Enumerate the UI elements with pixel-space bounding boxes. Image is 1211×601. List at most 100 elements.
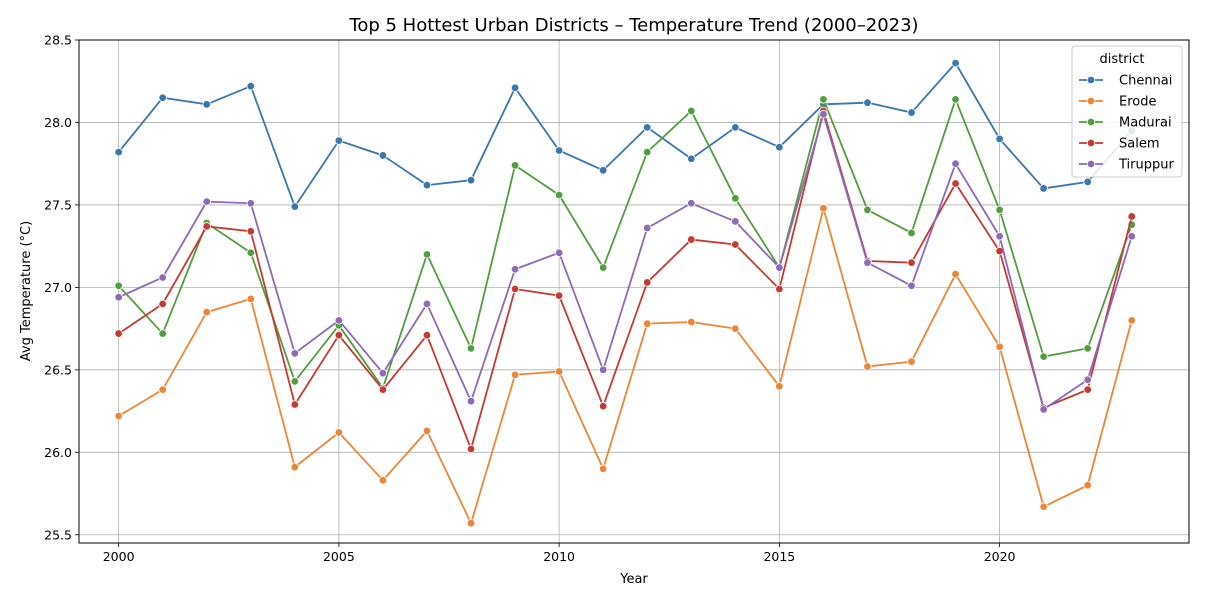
- data-point: [202, 197, 211, 206]
- legend-title: district: [1100, 52, 1145, 67]
- data-point: [907, 108, 916, 117]
- data-point: [1083, 177, 1092, 187]
- legend-marker-icon: [1086, 138, 1096, 148]
- data-point: [158, 93, 167, 102]
- series-salem: [114, 106, 1136, 454]
- data-point: [246, 248, 255, 257]
- data-point: [466, 344, 476, 353]
- data-point: [775, 142, 784, 152]
- data-point: [422, 426, 432, 436]
- x-tick-label: 2005: [323, 549, 355, 564]
- data-point: [995, 232, 1004, 241]
- y-tick-label: 26.0: [44, 445, 72, 460]
- data-point: [466, 444, 476, 454]
- data-point: [554, 146, 564, 155]
- data-point: [731, 194, 740, 203]
- data-point: [334, 428, 344, 437]
- series-line: [117, 98, 1133, 389]
- data-point: [246, 199, 255, 208]
- x-axis-label: Year: [619, 572, 648, 587]
- data-point: [775, 382, 784, 391]
- data-point: [731, 240, 740, 249]
- data-point: [863, 258, 872, 267]
- legend-marker-icon: [1086, 75, 1096, 85]
- data-point: [158, 273, 167, 282]
- data-point: [114, 281, 123, 290]
- data-point: [731, 324, 740, 333]
- data-point: [290, 462, 300, 472]
- data-point: [598, 263, 608, 272]
- data-point: [643, 123, 652, 132]
- legend-label: Salem: [1119, 137, 1160, 152]
- data-point: [290, 400, 300, 409]
- legend-items: Chennai Erode Madurai Salem Tiruppur: [1079, 74, 1174, 173]
- data-point: [158, 299, 167, 309]
- data-point: [422, 299, 432, 309]
- data-point: [907, 357, 916, 366]
- data-point: [466, 396, 476, 406]
- data-point: [1083, 385, 1092, 394]
- data-point: [246, 294, 255, 304]
- y-axis-label: Avg Temperature (°C): [19, 221, 34, 361]
- legend-marker-icon: [1086, 96, 1096, 106]
- data-point: [1039, 184, 1048, 193]
- data-point: [114, 293, 123, 302]
- legend-label: Chennai: [1119, 74, 1172, 89]
- y-tick-label: 28.5: [44, 33, 72, 48]
- data-point: [554, 248, 564, 257]
- data-point: [1083, 481, 1092, 490]
- data-point: [510, 161, 520, 170]
- series-erode: [114, 204, 1136, 528]
- plot-frame: [78, 39, 1190, 544]
- data-point: [907, 281, 916, 290]
- data-point: [1039, 352, 1048, 361]
- data-point: [598, 464, 608, 473]
- legend-marker-icon: [1086, 117, 1096, 127]
- legend-label: Tiruppur: [1118, 158, 1174, 173]
- data-point: [598, 401, 608, 411]
- data-point: [819, 110, 828, 119]
- data-point: [1127, 232, 1136, 241]
- data-point: [290, 349, 300, 358]
- legend-label: Erode: [1119, 95, 1156, 110]
- data-point: [907, 228, 916, 238]
- data-point: [731, 123, 740, 132]
- data-point: [687, 199, 696, 208]
- data-point: [554, 291, 564, 300]
- data-point: [1127, 212, 1136, 221]
- data-point: [378, 368, 388, 378]
- data-point: [775, 284, 784, 294]
- data-point: [687, 106, 696, 116]
- data-point: [995, 342, 1004, 351]
- legend-marker-icon: [1086, 159, 1096, 169]
- series-tiruppur: [114, 110, 1136, 414]
- data-point: [114, 147, 123, 157]
- data-point: [202, 222, 211, 231]
- data-point: [819, 95, 828, 104]
- data-point: [951, 269, 960, 279]
- data-point: [1083, 375, 1092, 384]
- legend-item-tiruppur: Tiruppur: [1079, 158, 1174, 173]
- series-line: [117, 62, 1133, 208]
- data-point: [290, 377, 300, 386]
- y-tick-label: 27.5: [44, 197, 72, 212]
- data-point: [334, 136, 344, 145]
- data-point: [951, 95, 960, 104]
- grid: [79, 39, 1189, 543]
- data-point: [334, 316, 344, 325]
- axis-ticks: 2000 2005 2010 2015 2020 25.5 26.0 26.5 27.0 27.5…: [44, 33, 1015, 565]
- chart-title: Top 5 Hottest Urban Districts – Temperat…: [348, 15, 918, 36]
- data-point: [114, 329, 123, 338]
- data-point: [951, 58, 960, 68]
- data-point: [466, 175, 476, 185]
- legend: district Chennai Erode Madurai Salem Tiruppu…: [1071, 45, 1183, 178]
- series-line: [118, 113, 1133, 411]
- data-point: [598, 166, 608, 175]
- data-point: [246, 227, 255, 236]
- data-point: [378, 476, 388, 485]
- data-point: [687, 317, 696, 327]
- y-tick-label: 28.0: [44, 115, 72, 130]
- data-point: [554, 367, 564, 376]
- data-point: [290, 202, 300, 211]
- series-chennai: [114, 58, 1136, 211]
